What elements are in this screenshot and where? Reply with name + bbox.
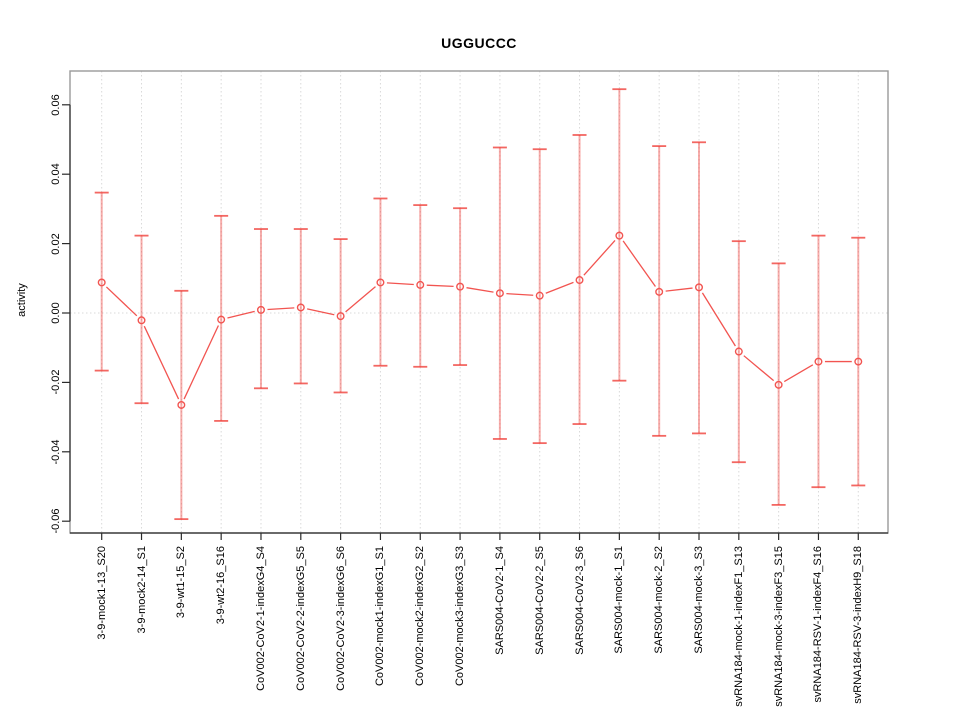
data-point <box>217 315 226 324</box>
y-tick-label: 0.04 <box>50 163 62 185</box>
series-line-segment <box>386 282 414 286</box>
y-tick-label: -0.02 <box>50 369 62 395</box>
y-tick-label: -0.06 <box>50 508 62 534</box>
x-tick-label: SARS004-CoV2-2_S5 <box>533 546 546 655</box>
x-tick-label: 3-9-mock2-14_S1 <box>135 546 148 634</box>
series-line-segment <box>307 308 335 316</box>
x-tick-label: svRNA184-RSV-3-indexH9_S18 <box>852 546 865 704</box>
data-point <box>97 278 106 287</box>
data-point <box>137 316 146 325</box>
x-tick-label: 3-9-mock1-13_S20 <box>95 546 108 640</box>
x-tick-label: CoV002-mock1-indexG1_S1 <box>374 546 387 687</box>
series-line-segment <box>506 292 534 296</box>
data-point <box>655 287 664 296</box>
series-line-segment <box>227 310 255 319</box>
series-line-segment <box>466 287 494 293</box>
series-line-segment <box>183 325 220 400</box>
x-tick-label: CoV002-CoV2-1-indexG4_S4 <box>254 546 267 691</box>
data-point <box>814 357 823 366</box>
chart-title: UGGUCCC <box>441 35 517 51</box>
data-point <box>734 347 743 356</box>
series-line-segment <box>345 286 376 313</box>
x-tick-label: 3-9-wt1-15_S2 <box>175 546 188 619</box>
x-tick-label: 3-9-wt2-16_S16 <box>215 546 228 625</box>
series-line-segment <box>105 286 138 317</box>
x-tick-label: CoV002-mock2-indexG2_S2 <box>414 546 427 687</box>
x-tick-label: SARS004-mock-2_S2 <box>653 546 666 654</box>
series-line-segment <box>143 325 180 400</box>
data-point <box>495 289 504 298</box>
plot-frame <box>69 70 889 534</box>
y-tick-label: 0.00 <box>50 302 62 324</box>
data-point <box>535 291 544 300</box>
series-line-segment <box>267 307 295 311</box>
data-point <box>854 357 863 366</box>
series-line-segment <box>701 292 736 347</box>
x-tick-label: svRNA184-mock-1-indexF1_S13 <box>732 546 745 707</box>
data-point <box>296 303 305 312</box>
data-point <box>416 280 425 289</box>
data-point <box>256 305 265 314</box>
data-point <box>575 276 584 285</box>
data-point <box>774 380 783 389</box>
data-point <box>615 231 624 240</box>
x-tick-label: SARS004-CoV2-3_S6 <box>573 546 586 655</box>
series-line-segment <box>783 364 814 383</box>
series-line-segment <box>622 240 656 287</box>
data-point <box>376 278 385 287</box>
x-tick-label: CoV002-mock3-indexG3_S3 <box>454 546 467 687</box>
x-tick-label: svRNA184-mock-3-indexF3_S15 <box>772 546 785 707</box>
data-point <box>456 282 465 291</box>
x-tick-label: CoV002-CoV2-2-indexG5_S5 <box>294 546 307 691</box>
x-tick-label: SARS004-mock-1_S1 <box>613 546 626 654</box>
y-tick-label: 0.06 <box>50 94 62 116</box>
series-line-segment <box>426 284 454 287</box>
y-tick-label: 0.02 <box>50 232 62 255</box>
series-line-segment <box>743 355 775 382</box>
x-tick-label: SARS004-mock-3_S3 <box>693 546 705 654</box>
data-point <box>695 283 704 292</box>
data-point <box>177 400 186 409</box>
x-tick-label: SARS004-CoV2-1_S4 <box>493 546 506 655</box>
series-line-segment <box>665 287 693 292</box>
x-tick-label: CoV002-CoV2-3-indexG6_S6 <box>334 546 347 691</box>
y-tick-label: -0.04 <box>50 439 62 465</box>
data-point <box>336 312 345 321</box>
series-line-segment <box>583 240 616 276</box>
x-tick-label: svRNA184-RSV-1-indexF4_S16 <box>812 546 825 703</box>
series-line-segment <box>545 281 574 294</box>
